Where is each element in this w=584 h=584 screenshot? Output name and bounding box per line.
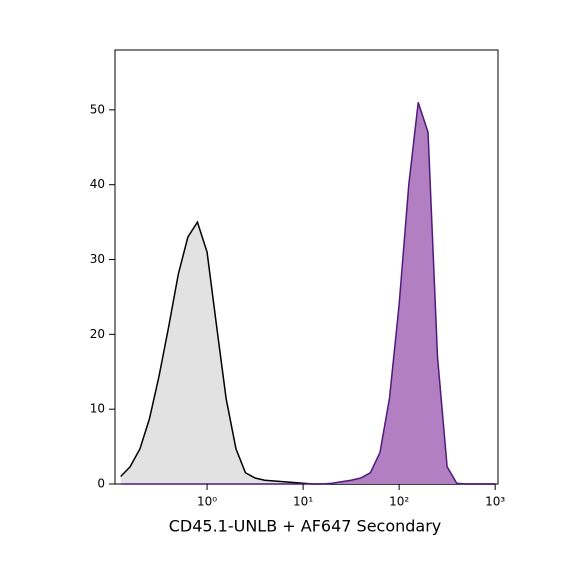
area-fill (120, 102, 496, 484)
histogram-line (120, 102, 496, 485)
y-tick-label: 20 (90, 327, 105, 341)
area-fill (120, 222, 496, 484)
y-tick-label: 30 (90, 252, 105, 266)
y-tick-label: 40 (90, 177, 105, 191)
y-tick-label: 0 (97, 477, 105, 491)
y-tick-label: 10 (90, 402, 105, 416)
x-tick-label: 10¹ (293, 495, 313, 509)
x-tick-label: 10³ (485, 495, 505, 509)
x-tick-label: 10⁰ (197, 495, 217, 509)
x-axis-label: CD45.1-UNLB + AF647 Secondary (169, 517, 442, 536)
y-tick-label: 50 (90, 102, 105, 116)
x-tick-label: 10² (389, 495, 409, 509)
